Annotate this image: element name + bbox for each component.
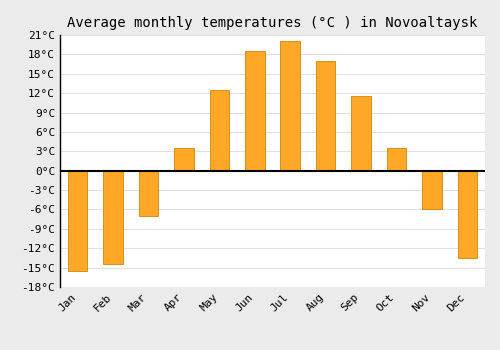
Bar <box>280 41 300 171</box>
Bar <box>422 171 442 209</box>
Bar <box>210 90 229 171</box>
Bar <box>174 148 194 171</box>
Bar <box>245 51 264 171</box>
Title: Average monthly temperatures (°C ) in Novoaltaysk: Average monthly temperatures (°C ) in No… <box>68 16 478 30</box>
Bar <box>352 96 371 171</box>
Bar <box>139 171 158 216</box>
Bar <box>458 171 477 258</box>
Bar <box>386 148 406 171</box>
Bar <box>316 61 336 171</box>
Bar <box>68 171 87 271</box>
Bar <box>104 171 123 264</box>
